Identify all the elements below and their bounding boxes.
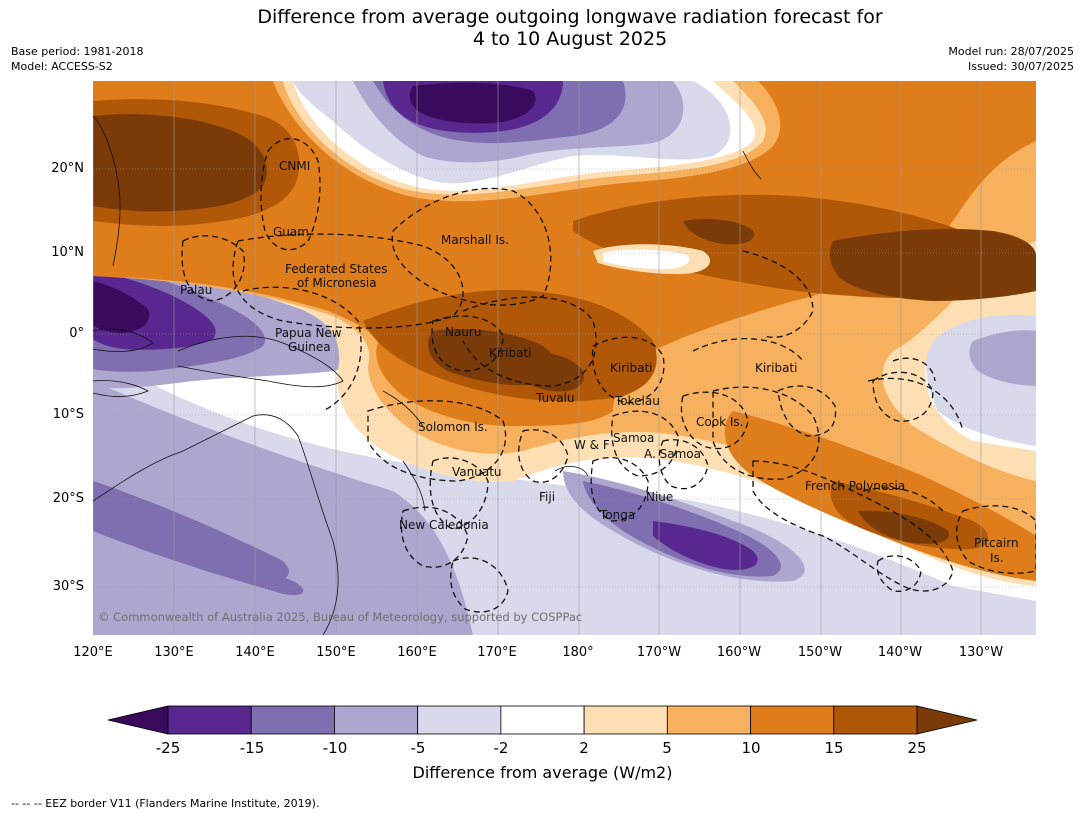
colorbar-segment: [833, 705, 918, 735]
label-solomon: Solomon Is.: [418, 420, 488, 434]
colorbar-segment: [334, 705, 419, 735]
lon-tick: 140°E: [235, 645, 275, 660]
colorbar-segment: [750, 705, 835, 735]
label-pitcairn-line2: Is.: [990, 551, 1004, 565]
lat-tick: 20°S: [52, 491, 84, 506]
lat-tick: 30°S: [52, 579, 84, 594]
colorbar-arrow-low: [107, 705, 169, 735]
eez-footnote: -- -- -- EEZ border V11 (Flanders Marine…: [11, 797, 320, 810]
colorbar-segment: [500, 705, 585, 735]
eez-borders: [181, 138, 1036, 613]
place-labels: CNMI Guam Federated States of Micronesia…: [180, 159, 1019, 565]
label-guam: Guam: [273, 225, 309, 239]
lat-tick: 20°N: [51, 161, 84, 176]
lon-tick: 170°W: [636, 645, 682, 660]
label-kiribati-east: Kiribati: [755, 361, 797, 375]
title-line-1: Difference from average outgoing longwav…: [257, 6, 883, 28]
label-niue: Niue: [646, 490, 673, 504]
label-nauru: Nauru: [445, 325, 481, 339]
model-run: Model run: 28/07/2025: [948, 45, 1074, 58]
run-info: Model run: 28/07/2025 Issued: 30/07/2025: [948, 44, 1074, 74]
coastlines: [93, 115, 762, 635]
label-fsm-line2: of Micronesia: [297, 276, 377, 290]
label-png-line1: Papua New: [275, 326, 342, 340]
label-tuvalu: Tuvalu: [535, 391, 575, 405]
label-kiribati-central: Kiribati: [610, 361, 652, 375]
label-cnmi: CNMI: [279, 159, 310, 173]
label-fsm-line1: Federated States: [285, 262, 387, 276]
label-fiji: Fiji: [539, 490, 555, 504]
colorbar-tick: -10: [322, 739, 348, 757]
lon-tick: 150°E: [316, 645, 356, 660]
map-panel: CNMI Guam Federated States of Micronesia…: [93, 81, 1036, 635]
map-title: Difference from average outgoing longwav…: [170, 6, 970, 50]
colorbar-tick: -5: [410, 739, 426, 757]
label-png-line2: Guinea: [288, 340, 331, 354]
lon-tick: 180°: [562, 645, 594, 660]
label-wallis-futuna: W & F: [574, 438, 610, 452]
colorbar-segment: [167, 705, 252, 735]
colorbar-tick: 15: [824, 739, 844, 757]
lat-tick: 0°: [69, 326, 84, 341]
lat-tick: 10°S: [52, 407, 84, 422]
lon-tick: 130°W: [958, 645, 1004, 660]
base-period: Base period: 1981-2018: [11, 45, 144, 58]
colorbar-tick: 5: [662, 739, 672, 757]
colorbar-tick: -25: [155, 739, 181, 757]
colorbar-tick: 25: [907, 739, 927, 757]
lon-tick: 170°E: [477, 645, 517, 660]
label-vanuatu: Vanuatu: [452, 465, 502, 479]
anomaly-map: CNMI Guam Federated States of Micronesia…: [93, 81, 1036, 635]
issued-date: Issued: 30/07/2025: [967, 60, 1074, 73]
lon-tick: 160°E: [397, 645, 437, 660]
colorbar-arrow-high: [916, 705, 978, 735]
label-american-samoa: A. Samoa: [644, 447, 701, 461]
lon-tick: 150°W: [797, 645, 843, 660]
lon-tick: 140°W: [877, 645, 923, 660]
lon-tick: 120°E: [73, 645, 113, 660]
lon-tick: 130°E: [154, 645, 194, 660]
colorbar-tick: 10: [741, 739, 761, 757]
lat-tick: 10°N: [51, 245, 84, 260]
colorbar-label: Difference from average (W/m2): [412, 763, 673, 782]
label-tokelau: Tokelau: [614, 394, 660, 408]
model-info: Base period: 1981-2018 Model: ACCESS-S2: [11, 44, 143, 74]
colorbar-segment: [583, 705, 668, 735]
label-pitcairn-line1: Pitcairn: [974, 536, 1019, 550]
copyright-notice: © Commonwealth of Australia 2025, Bureau…: [98, 610, 582, 624]
label-cook-islands: Cook Is.: [696, 415, 743, 429]
colorbar-tick: -15: [239, 739, 265, 757]
label-kiribati-west: Kiribati: [489, 346, 531, 360]
label-samoa: Samoa: [613, 431, 654, 445]
graticule: [93, 81, 1036, 635]
colorbar-segment: [417, 705, 502, 735]
title-line-2: 4 to 10 August 2025: [472, 28, 668, 50]
label-tonga: Tonga: [599, 508, 635, 522]
label-marshall: Marshall Is.: [441, 233, 509, 247]
positive-anomaly-fields: [93, 81, 1036, 586]
label-palau: Palau: [180, 283, 212, 297]
colorbar-segment: [666, 705, 751, 735]
colorbar-tick: -2: [493, 739, 509, 757]
colorbar-tick: 2: [579, 739, 589, 757]
label-french-polynesia: French Polynesia: [805, 479, 905, 493]
colorbar-segment: [250, 705, 335, 735]
colorbar: [107, 705, 978, 735]
lon-tick: 160°W: [716, 645, 762, 660]
model-name: Model: ACCESS-S2: [11, 60, 113, 73]
label-new-caledonia: New Caledonia: [399, 518, 489, 532]
